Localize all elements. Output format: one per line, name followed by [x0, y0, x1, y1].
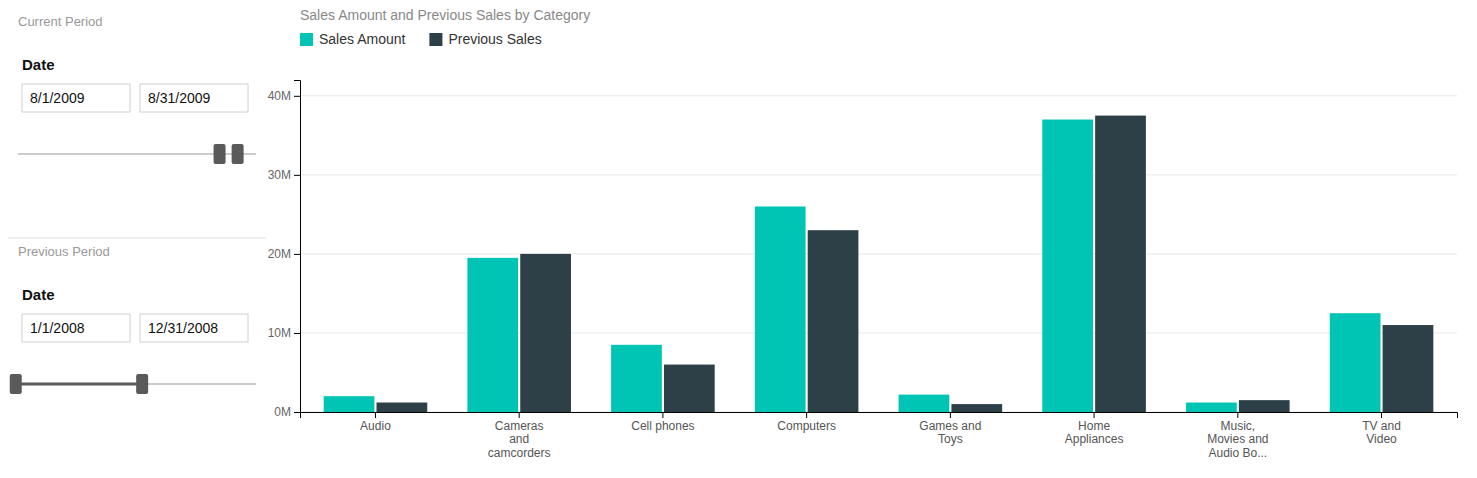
date-box[interactable]: [140, 314, 248, 342]
bar: [324, 396, 375, 412]
date-value[interactable]: 8/31/2009: [148, 90, 210, 106]
y-tick-mark: [294, 96, 300, 97]
period-panel: Current Period Date 8/1/2009 8/31/2009 Previ…: [8, 14, 266, 394]
x-tick: TV andVideo: [1362, 412, 1401, 446]
y-tick: 20M: [268, 247, 300, 261]
grid-line: [300, 253, 1457, 254]
x-tick-label: Games andToys: [919, 419, 981, 447]
chart: Sales Amount and Previous Sales by Categ…: [268, 7, 1458, 460]
bar: [520, 254, 571, 412]
bar: [1186, 403, 1237, 412]
slider-range: [16, 383, 142, 386]
period-group: Current Period Date 8/1/2009 8/31/2009: [18, 14, 256, 164]
y-tick: 40M: [268, 89, 300, 103]
y-tick: 10M: [268, 326, 300, 340]
x-tick-mark: [375, 412, 376, 418]
legend-swatch: [300, 33, 313, 46]
bar: [1330, 313, 1381, 412]
date-box[interactable]: [22, 84, 130, 112]
legend: Sales Amount Previous Sales: [300, 31, 542, 47]
bar: [1239, 400, 1290, 412]
x-tick-mark: [806, 412, 807, 418]
bar: [377, 403, 428, 412]
x-tick-mark: [662, 412, 663, 418]
bar: [951, 404, 1002, 412]
bar-series: [324, 120, 1381, 412]
bar: [1042, 120, 1093, 412]
chart-root: Current Period Date 8/1/2009 8/31/2009 Previ…: [0, 0, 1477, 478]
date-value[interactable]: 8/1/2009: [30, 90, 85, 106]
legend-item: Sales Amount: [300, 31, 405, 47]
x-tick: Computers: [777, 412, 836, 433]
x-tick-mark: [1381, 412, 1382, 418]
x-axis: Audio Camerasandcamcorders Cell phones Comp…: [301, 412, 1458, 460]
slider-handle[interactable]: [10, 374, 22, 394]
x-tick-mark: [1094, 412, 1095, 418]
period-label: Previous Period: [18, 244, 110, 259]
slider-handle[interactable]: [232, 144, 244, 164]
x-tick: HomeAppliances: [1065, 412, 1124, 446]
y-tick-mark: [294, 333, 300, 334]
bar: [1383, 325, 1434, 412]
x-axis-line: [301, 413, 1458, 419]
x-tick-mark: [950, 412, 951, 418]
y-tick-label: 10M: [268, 326, 291, 340]
period-group: Previous Period Date 1/1/2008 12/31/2008: [10, 244, 256, 394]
bar: [808, 230, 859, 412]
y-tick-label: 20M: [268, 247, 291, 261]
y-tick-label: 40M: [268, 89, 291, 103]
bar: [899, 395, 950, 412]
date-box[interactable]: [140, 84, 248, 112]
x-tick-label: Computers: [777, 419, 836, 433]
y-tick-mark: [294, 175, 300, 176]
grid: [300, 96, 1457, 412]
bar: [1095, 116, 1146, 412]
bar-series: [377, 116, 1434, 412]
date-value[interactable]: 1/1/2008: [30, 320, 85, 336]
chart-title: Sales Amount and Previous Sales by Categ…: [300, 7, 590, 23]
date-value[interactable]: 12/31/2008: [148, 320, 218, 336]
x-tick: Audio: [360, 412, 391, 433]
y-tick-label: 0M: [274, 405, 291, 419]
date-box[interactable]: [22, 314, 130, 342]
y-axis: 0M 10M 20M 30M 40M: [268, 81, 301, 420]
x-tick: Cell phones: [631, 412, 694, 433]
separator: [8, 238, 266, 239]
bar: [755, 206, 806, 412]
bar: [611, 345, 662, 412]
x-tick-label: HomeAppliances: [1065, 419, 1124, 447]
grid-line: [300, 95, 1457, 96]
x-tick-label: Music,Movies andAudio Bo...: [1207, 419, 1268, 461]
grid-line: [300, 174, 1457, 175]
x-tick: Music,Movies andAudio Bo...: [1207, 412, 1268, 460]
x-tick-label: Cell phones: [631, 419, 694, 433]
bar: [664, 365, 715, 412]
slider-handle[interactable]: [136, 374, 148, 394]
y-tick-mark: [294, 412, 300, 413]
y-axis-line: [294, 81, 301, 413]
period-label: Current Period: [18, 14, 103, 29]
bar: [467, 258, 518, 412]
legend-swatch: [429, 33, 442, 46]
x-tick-label: TV andVideo: [1362, 419, 1401, 447]
bars: [324, 116, 1434, 412]
x-tick-label: Audio: [360, 419, 391, 433]
legend-label: Previous Sales: [448, 31, 541, 47]
y-tick-mark: [294, 254, 300, 255]
x-tick: Camerasandcamcorders: [488, 412, 551, 460]
date-label: Date: [22, 56, 55, 73]
y-tick-label: 30M: [268, 168, 291, 182]
y-tick: 0M: [274, 405, 300, 419]
x-tick-label: Camerasandcamcorders: [488, 419, 551, 461]
x-tick: Games andToys: [919, 412, 981, 446]
legend-item: Previous Sales: [429, 31, 541, 47]
y-tick: 30M: [268, 168, 300, 182]
slider-handle[interactable]: [214, 144, 226, 164]
date-label: Date: [22, 286, 55, 303]
x-tick-mark: [519, 412, 520, 418]
x-tick-mark: [1237, 412, 1238, 418]
legend-label: Sales Amount: [319, 31, 405, 47]
